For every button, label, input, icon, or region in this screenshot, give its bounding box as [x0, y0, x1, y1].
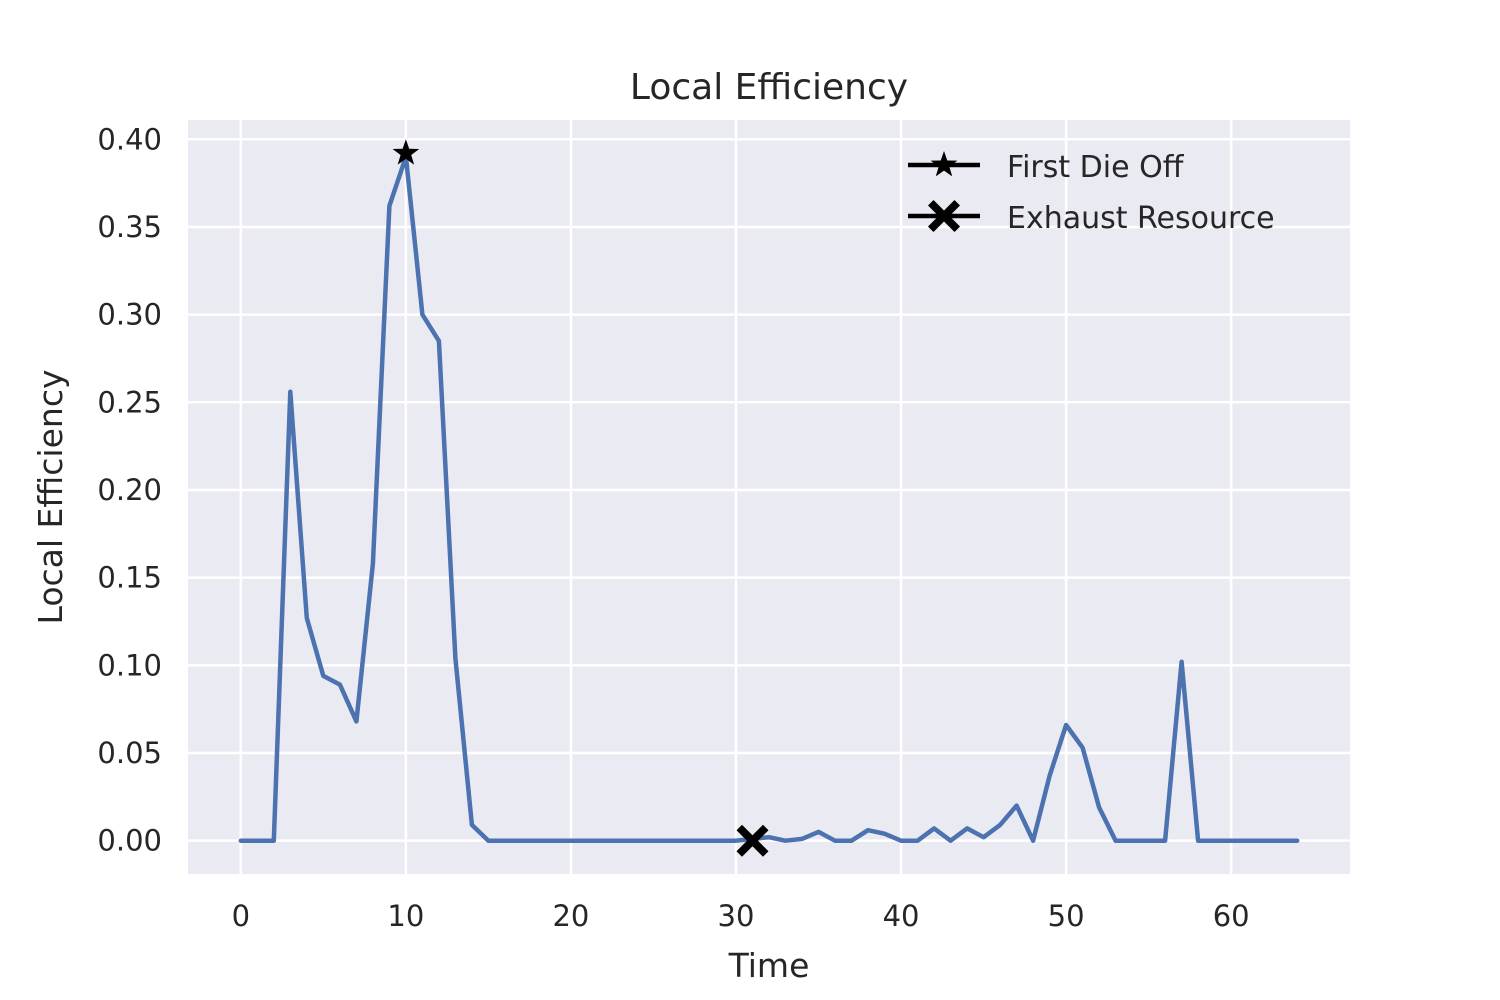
x-tick-label: 30: [718, 899, 755, 933]
y-tick-label: 0.05: [97, 736, 162, 770]
y-tick-label: 0.40: [97, 122, 162, 156]
y-tick-label: 0.35: [97, 210, 162, 244]
legend: First Die Off Exhaust Resource: [908, 150, 1275, 236]
x-tick-label: 0: [232, 899, 250, 933]
x-tick-label: 60: [1213, 899, 1250, 933]
y-tick-labels: 0.00 0.05 0.10 0.15 0.20 0.25 0.30 0.35 0.40: [97, 122, 162, 857]
x-axis-label: Time: [728, 946, 810, 985]
plot-background: [188, 120, 1350, 874]
exhaust-resource-marker: [736, 824, 769, 857]
y-tick-label: 0.00: [97, 824, 162, 858]
marker-layer: [392, 139, 769, 857]
y-tick-label: 0.10: [97, 648, 162, 682]
legend-label-first-die-off: First Die Off: [1007, 150, 1185, 185]
x-tick-labels: 0 10 20 30 40 50 60: [232, 899, 1250, 933]
y-tick-label: 0.20: [97, 473, 162, 507]
x-tick-label: 10: [387, 899, 424, 933]
x-tick-label: 20: [552, 899, 589, 933]
y-tick-label: 0.25: [97, 385, 162, 419]
legend-star-icon: [930, 151, 958, 177]
grid-lines: [188, 120, 1350, 874]
series-line: [238, 154, 1300, 843]
x-tick-label: 50: [1048, 899, 1085, 933]
first-die-off-marker: [392, 139, 420, 165]
legend-x-icon: [928, 200, 960, 232]
y-tick-label: 0.30: [97, 298, 162, 332]
chart-title: Local Efficiency: [630, 67, 908, 108]
series-layer: [238, 154, 1300, 843]
y-axis-label: Local Efficiency: [31, 370, 70, 625]
x-tick-label: 40: [883, 899, 920, 933]
legend-label-exhaust-resource: Exhaust Resource: [1007, 201, 1275, 236]
y-tick-label: 0.15: [97, 561, 162, 595]
